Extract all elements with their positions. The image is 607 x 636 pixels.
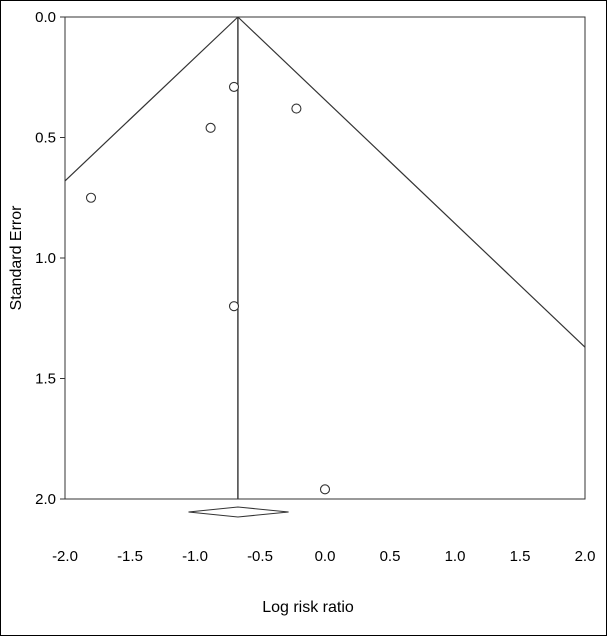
- x-axis-title: Log risk ratio: [262, 599, 354, 616]
- data-point: [291, 103, 302, 114]
- x-tick-label: 0.5: [380, 548, 401, 565]
- x-tick-label: 1.5: [510, 548, 531, 565]
- y-tick-label: 1.0: [35, 250, 56, 267]
- data-point: [319, 484, 331, 495]
- x-tick-label: -1.5: [117, 548, 143, 565]
- y-tick-label: 1.5: [35, 371, 56, 388]
- plot-area: [64, 16, 586, 500]
- data-points: [85, 81, 331, 495]
- x-tick-label: -1.0: [182, 548, 208, 565]
- y-tick-label: 2.0: [35, 491, 56, 508]
- x-tick-label: 0.0: [315, 548, 336, 565]
- y-axis-ticks: 0.0 0.5 1.0 1.5 2.0: [35, 9, 65, 508]
- data-point: [85, 192, 97, 203]
- funnel-left-line: [64, 16, 239, 182]
- x-tick-label: -0.5: [247, 548, 273, 565]
- x-axis-ticks: -2.0 -1.5 -1.0 -0.5 0.0 0.5 1.0 1.5 2.0: [52, 548, 595, 565]
- data-point: [228, 301, 240, 312]
- y-tick-label: 0.0: [35, 9, 56, 26]
- data-point: [205, 122, 216, 133]
- y-tick-label: 0.5: [35, 130, 56, 147]
- data-point: [228, 81, 240, 92]
- y-axis-title: Standard Error: [8, 205, 25, 311]
- x-tick-label: -2.0: [52, 548, 78, 565]
- x-tick-label: 1.0: [445, 548, 466, 565]
- x-tick-label: 2.0: [575, 548, 596, 565]
- funnel-right-line: [237, 16, 586, 348]
- summary-diamond: [188, 506, 289, 518]
